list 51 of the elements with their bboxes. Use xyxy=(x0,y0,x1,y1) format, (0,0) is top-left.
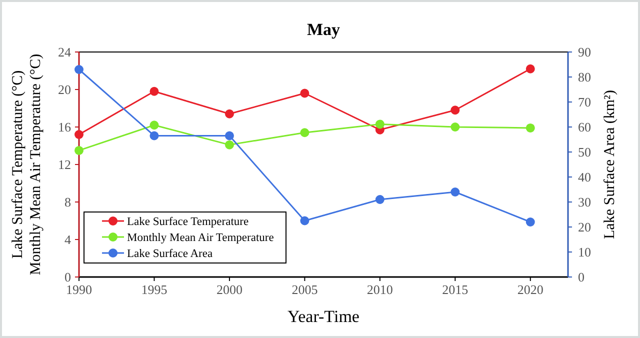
point xyxy=(74,130,84,139)
point xyxy=(74,146,84,155)
point xyxy=(224,131,234,140)
y2-tick-label: 30 xyxy=(578,194,591,210)
point xyxy=(300,88,310,98)
y2-tick-label: 70 xyxy=(578,94,591,110)
y-tick-label: 8 xyxy=(64,194,71,210)
y2-tick-label: 40 xyxy=(578,170,591,184)
y2-tick-label: 10 xyxy=(578,244,591,260)
point xyxy=(224,140,234,150)
x-tick-label: 1995 xyxy=(141,282,168,297)
chart-title: May xyxy=(306,20,341,39)
point xyxy=(526,64,535,74)
point xyxy=(224,109,234,118)
x-axis-title: Year-Time xyxy=(288,307,360,326)
point xyxy=(375,120,384,129)
y2-tick-label: 50 xyxy=(578,144,591,160)
x-tick-label: 2010 xyxy=(366,282,393,297)
y-tick-label: 20 xyxy=(58,82,71,97)
y-tick-label: 24 xyxy=(58,44,72,60)
point xyxy=(300,216,310,226)
legend-label: Monthly Mean Air Temperature xyxy=(127,232,274,244)
point xyxy=(150,131,159,140)
point xyxy=(450,188,460,196)
legend-label: Lake Surface Temperature xyxy=(127,216,249,228)
y-tick-label: 0 xyxy=(64,270,71,284)
y2-axis-title: Lake Surface Area (km²) xyxy=(602,90,618,240)
point xyxy=(74,65,84,74)
y2-tick-label: 0 xyxy=(578,270,584,284)
x-tick-label: 2005 xyxy=(292,282,318,297)
y2-tick-label: 60 xyxy=(578,120,591,134)
y-tick-label: 16 xyxy=(58,120,72,134)
x-tick-label: 2020 xyxy=(517,282,544,297)
legend-label: Lake Surface Area xyxy=(127,248,213,260)
y2-tick-label: 20 xyxy=(578,220,591,234)
y-axis-title: Lake Surface Temperature (°C) Monthly Mean Air Temperature (°C) xyxy=(10,54,44,276)
y-tick-label: 12 xyxy=(58,157,71,172)
point xyxy=(526,218,535,226)
point xyxy=(450,122,460,132)
point xyxy=(450,106,460,115)
y-tick-label: 4 xyxy=(64,232,72,247)
x-tick-label: 2000 xyxy=(216,282,242,297)
y2-tick-label: 80 xyxy=(578,70,591,84)
x-tick-label: 1990 xyxy=(66,282,92,297)
point xyxy=(526,123,535,132)
point xyxy=(375,195,384,204)
point xyxy=(300,128,310,138)
y2-tick-label: 90 xyxy=(578,44,591,60)
point xyxy=(150,86,159,96)
x-tick-label: 2015 xyxy=(442,282,468,297)
point xyxy=(150,120,159,130)
